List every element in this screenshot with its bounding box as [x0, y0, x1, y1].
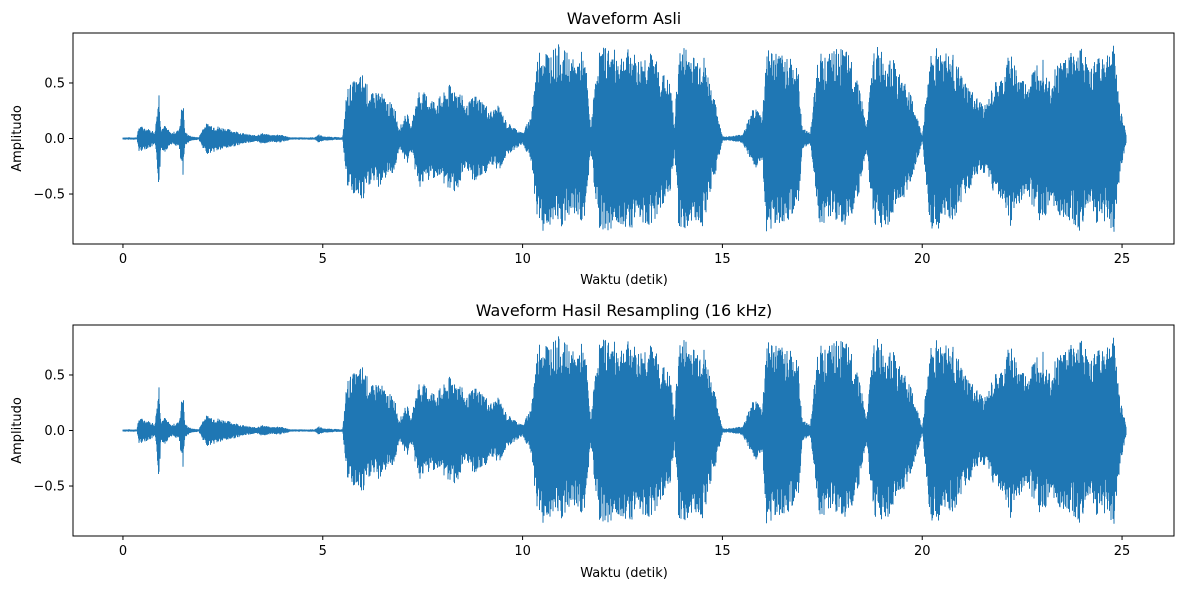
y-tick-label: 0.0 — [44, 424, 65, 439]
x-tick-label: 5 — [319, 544, 327, 559]
x-tick-label: 10 — [514, 544, 531, 559]
y-tick-label: 0.5 — [44, 76, 65, 91]
panel-original-x-ticks: 0 5 10 15 20 25 — [119, 244, 1131, 267]
panel-original-waveform — [122, 44, 1127, 232]
x-tick-label: 10 — [514, 252, 531, 267]
panel-resampled-y-label: Amplitudo — [10, 397, 25, 464]
x-tick-label: 5 — [319, 252, 327, 267]
panel-resampled: Waveform Hasil Resampling (16 kHz) 0 5 10 1… — [10, 301, 1175, 581]
panel-original: Waveform Asli 0 5 10 15 20 25 −0.5 0.0 0.5 Wakt… — [10, 9, 1175, 288]
panel-original-y-label: Amplitudo — [10, 105, 25, 172]
panel-resampled-y-ticks: −0.5 0.0 0.5 — [33, 368, 73, 495]
x-tick-label: 25 — [1114, 252, 1131, 267]
y-tick-label: −0.5 — [33, 480, 65, 495]
x-tick-label: 0 — [119, 252, 127, 267]
x-tick-label: 15 — [714, 544, 731, 559]
panel-original-y-ticks: −0.5 0.0 0.5 — [33, 76, 73, 203]
y-tick-label: 0.5 — [44, 368, 65, 383]
y-tick-label: 0.0 — [44, 132, 65, 147]
x-tick-label: 25 — [1114, 544, 1131, 559]
x-tick-label: 0 — [119, 544, 127, 559]
panel-resampled-title: Waveform Hasil Resampling (16 kHz) — [476, 301, 772, 320]
panel-resampled-waveform — [122, 336, 1127, 524]
x-tick-label: 20 — [914, 544, 931, 559]
x-tick-label: 15 — [714, 252, 731, 267]
panel-resampled-x-label: Waktu (detik) — [580, 566, 668, 581]
panel-resampled-x-ticks: 0 5 10 15 20 25 — [119, 536, 1131, 559]
y-tick-label: −0.5 — [33, 188, 65, 203]
x-tick-label: 20 — [914, 252, 931, 267]
waveform-line — [122, 44, 1127, 232]
waveform-line — [122, 336, 1127, 524]
panel-original-x-label: Waktu (detik) — [580, 273, 668, 288]
panel-original-title: Waveform Asli — [567, 9, 681, 28]
